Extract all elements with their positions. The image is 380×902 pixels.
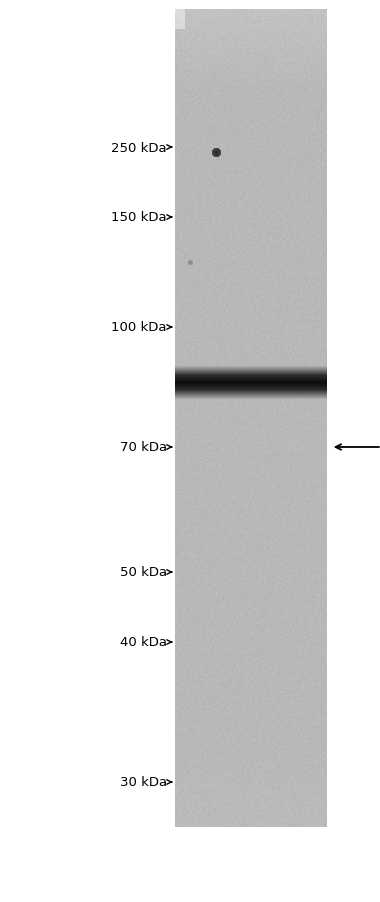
Text: 30 kDa: 30 kDa (120, 776, 167, 788)
Text: 50 kDa: 50 kDa (120, 566, 167, 579)
Text: SH-SY5Y: SH-SY5Y (201, 38, 301, 62)
Text: 70 kDa: 70 kDa (120, 441, 167, 454)
Text: 100 kDa: 100 kDa (111, 321, 167, 334)
Text: 250 kDa: 250 kDa (111, 142, 167, 154)
Text: 150 kDa: 150 kDa (111, 211, 167, 225)
Text: 40 kDa: 40 kDa (120, 636, 167, 649)
Text: WWW.PTGLAB.COM: WWW.PTGLAB.COM (244, 393, 257, 509)
